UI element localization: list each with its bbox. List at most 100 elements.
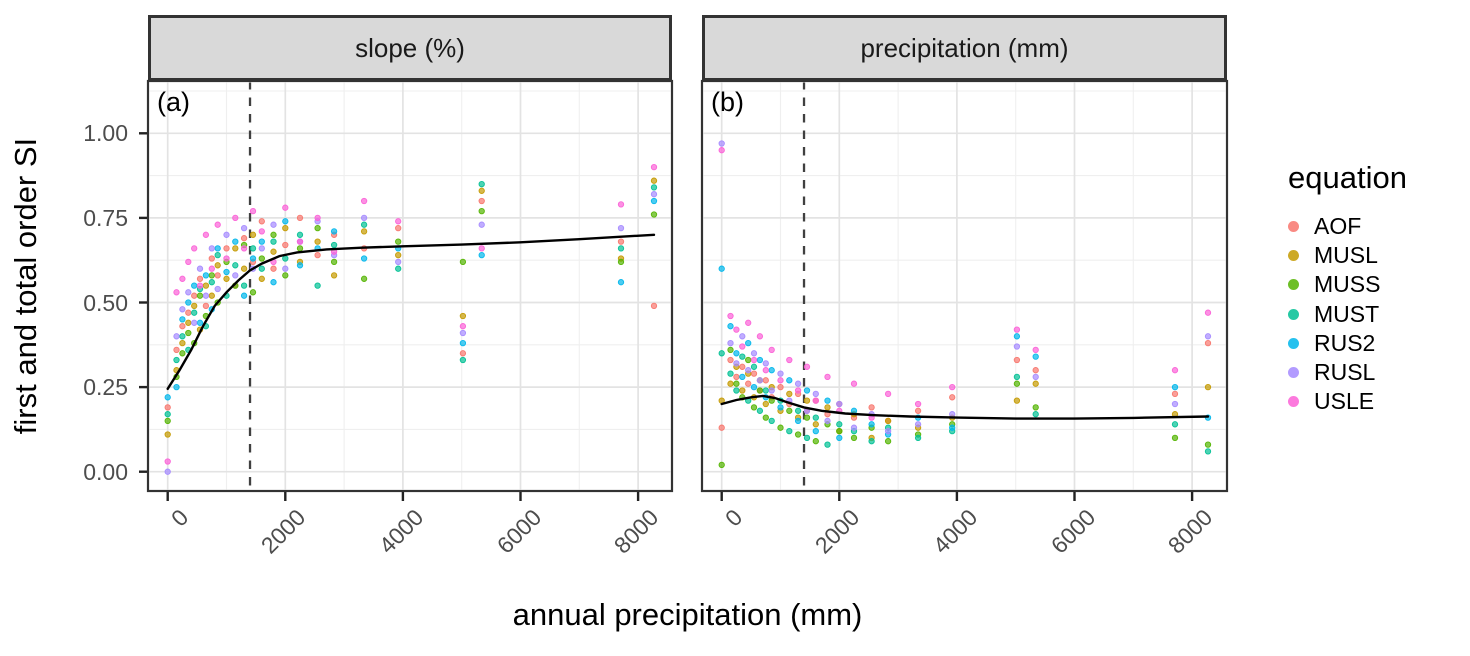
legend-item-MUSL: MUSL xyxy=(1288,241,1407,270)
data-point-RUS2 xyxy=(330,228,338,235)
data-point-RUS2 xyxy=(745,339,752,347)
y-tick-label: 0.75 xyxy=(83,204,128,231)
data-point-USLE xyxy=(750,356,758,364)
data-point-MUSS xyxy=(185,329,192,337)
y-tick-label: 1.00 xyxy=(83,120,128,147)
data-point-USLE xyxy=(745,319,752,326)
legend-key-dot-icon xyxy=(1288,221,1299,233)
panel-border xyxy=(700,79,1229,493)
data-point-MUST xyxy=(733,387,740,394)
data-point-MUSS xyxy=(745,356,752,364)
data-point-AOF xyxy=(296,214,304,222)
data-point-RUS2 xyxy=(1032,353,1039,360)
data-point-AOF xyxy=(459,350,467,357)
facet-strip-slope: slope (%) xyxy=(148,15,672,81)
data-point-RUS2 xyxy=(803,387,811,394)
legend-item-label: USLE xyxy=(1314,388,1375,415)
data-point-RUSL xyxy=(202,292,210,299)
legend-item-label: RUS2 xyxy=(1314,329,1376,356)
legend-key-dot-icon xyxy=(1288,250,1299,262)
data-point-RUSL xyxy=(733,360,740,367)
data-point-MUSS xyxy=(762,414,769,421)
data-point-MUSL xyxy=(739,387,746,394)
data-point-AOF xyxy=(185,309,192,316)
data-point-MUSL xyxy=(812,421,819,428)
data-point-MUST xyxy=(836,421,843,428)
data-point-MUST xyxy=(1013,373,1021,381)
data-point-AOF xyxy=(727,356,734,364)
data-point-AOF xyxy=(179,323,186,330)
data-point-USLE xyxy=(214,221,221,228)
data-point-USLE xyxy=(777,377,784,384)
data-point-MUSL xyxy=(762,400,769,408)
legend-item-label: MUSS xyxy=(1314,271,1381,298)
data-point-MUST xyxy=(330,241,338,249)
data-point-RUSL xyxy=(884,427,892,435)
data-point-RUSL xyxy=(756,377,764,384)
legend-item-label: AOF xyxy=(1314,213,1362,240)
data-point-MUST xyxy=(786,427,793,435)
data-point-RUS2 xyxy=(650,197,658,205)
data-point-USLE xyxy=(1013,326,1021,333)
data-point-USLE xyxy=(223,255,230,262)
legend-key-dot-icon xyxy=(1288,367,1299,379)
data-point-USLE xyxy=(314,214,321,222)
legend-item-label: MUSL xyxy=(1314,242,1378,269)
data-point-MUST xyxy=(478,180,485,188)
data-point-RUSL xyxy=(360,214,368,222)
data-point-RUSL xyxy=(750,350,758,357)
data-point-MUSS xyxy=(330,258,338,266)
data-point-RUSL xyxy=(836,400,843,408)
data-point-AOF xyxy=(949,394,956,401)
facet-strip-precipitation: precipitation (mm) xyxy=(702,15,1227,81)
data-point-MUSL xyxy=(824,404,831,411)
data-point-AOF xyxy=(208,255,215,262)
data-point-RUS2 xyxy=(617,279,625,286)
data-point-MUSS xyxy=(1171,434,1179,442)
data-point-MUSS xyxy=(314,224,321,232)
data-point-AOF xyxy=(1204,339,1212,347)
data-point-USLE xyxy=(768,346,775,354)
data-point-MUSL xyxy=(360,228,368,235)
data-point-USLE xyxy=(249,207,257,215)
legend: equation AOF MUSL MUSS MUST RUS2 RUSL USLE xyxy=(1288,160,1407,416)
data-point-AOF xyxy=(282,241,289,249)
data-point-RUS2 xyxy=(868,421,875,428)
data-point-AOF xyxy=(214,272,221,279)
legend-item-MUSS: MUSS xyxy=(1288,270,1407,299)
data-point-RUS2 xyxy=(459,339,467,347)
data-point-MUSL xyxy=(1204,383,1212,391)
data-point-AOF xyxy=(718,424,725,431)
data-point-RUSL xyxy=(173,333,180,340)
data-point-MUSL xyxy=(185,319,192,326)
data-point-USLE xyxy=(240,245,248,252)
data-point-MUSS xyxy=(296,245,304,252)
data-point-RUS2 xyxy=(360,255,368,262)
data-point-MUSL xyxy=(395,251,402,259)
data-point-RUSL xyxy=(850,424,858,431)
data-point-MUSS xyxy=(884,438,892,445)
data-point-RUSL xyxy=(208,245,215,252)
data-point-RUS2 xyxy=(1013,333,1021,340)
data-point-RUS2 xyxy=(223,268,230,276)
data-point-RUS2 xyxy=(478,251,485,259)
data-point-MUSS xyxy=(258,255,265,262)
data-point-MUST xyxy=(214,251,221,259)
data-point-USLE xyxy=(733,326,740,333)
data-point-USLE xyxy=(824,373,831,381)
data-point-RUSL xyxy=(179,306,186,313)
data-point-AOF xyxy=(914,407,922,414)
data-point-MUSS xyxy=(1204,441,1212,448)
data-point-MUST xyxy=(868,438,875,445)
legend-key-dot-icon xyxy=(1288,279,1299,291)
data-point-RUSL xyxy=(1032,373,1039,381)
data-point-MUSS xyxy=(850,434,858,442)
data-point-MUSS xyxy=(270,231,277,238)
legend-item-label: RUSL xyxy=(1314,359,1376,386)
data-point-MUSL xyxy=(884,417,892,425)
data-point-RUSL xyxy=(258,245,265,252)
data-point-MUSL xyxy=(1032,380,1039,387)
data-point-AOF xyxy=(1171,390,1179,398)
data-point-RUS2 xyxy=(214,245,221,252)
